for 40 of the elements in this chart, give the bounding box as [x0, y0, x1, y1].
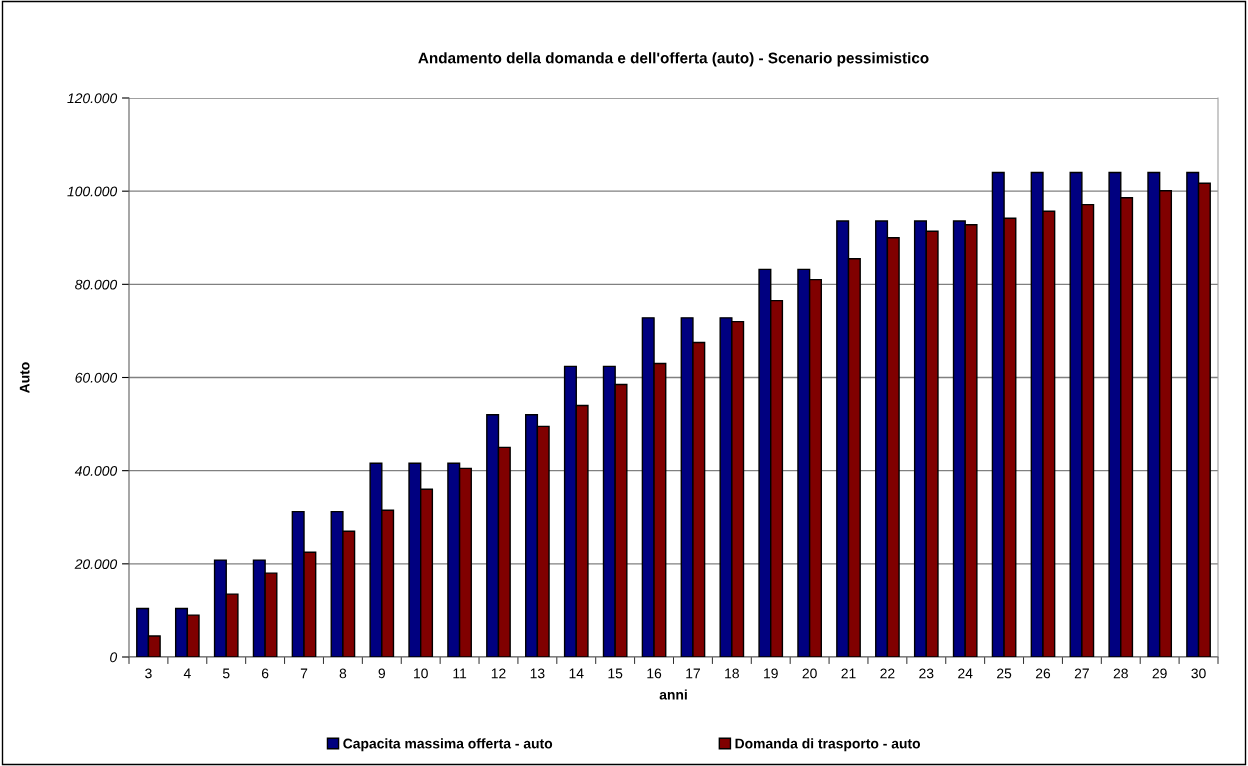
x-tick-label: 9	[378, 668, 386, 679]
x-tick-label: 19	[764, 668, 778, 679]
y-tick-label: 100.000	[67, 186, 118, 197]
x-tick-label: 21	[841, 668, 856, 679]
y-tick-label: 60.000	[75, 372, 118, 383]
legend-label: Domanda di trasporto - auto	[735, 738, 921, 752]
y-tick-label: 40.000	[74, 466, 118, 476]
x-tick-label: 23	[919, 668, 934, 679]
x-tick-label: 4	[183, 668, 191, 679]
x-tick-label: 16	[647, 668, 662, 679]
x-axis-title: anni	[659, 689, 687, 700]
y-tick-label: 0	[110, 652, 118, 663]
y-tick-label: 80.000	[75, 279, 118, 290]
x-tick-label: 12	[491, 668, 506, 679]
x-tick-label: 30	[1191, 668, 1206, 679]
y-axis-title: Auto	[19, 362, 30, 393]
x-tick-label: 10	[414, 668, 428, 679]
x-tick-label: 15	[608, 668, 623, 679]
x-tick-label: 25	[997, 668, 1012, 679]
x-tick-label: 18	[725, 668, 739, 679]
chart-title: Andamento della domanda e dell'offerta (auto) - Scenario pessimistico	[418, 52, 929, 67]
y-tick-label: 120.000	[67, 93, 118, 104]
x-tick-label: 26	[1035, 668, 1051, 679]
x-tick-label: 8	[339, 668, 347, 679]
x-tick-label: 29	[1152, 668, 1167, 679]
x-tick-label: 5	[222, 668, 230, 679]
legend-label: Capacita massima offerta - auto	[343, 738, 553, 752]
x-tick-label: 13	[530, 668, 545, 679]
x-tick-label: 3	[145, 668, 152, 679]
x-tick-label: 6	[261, 668, 269, 679]
x-tick-label: 28	[1113, 668, 1128, 679]
x-tick-label: 22	[880, 668, 895, 679]
y-tick-label: 20.000	[74, 559, 118, 569]
x-tick-label: 7	[300, 668, 308, 679]
x-tick-label: 27	[1074, 668, 1089, 679]
x-tick-label: 14	[569, 668, 584, 679]
x-tick-label: 20	[802, 668, 817, 679]
x-tick-label: 24	[958, 668, 973, 679]
x-tick-label: 11	[453, 668, 467, 679]
x-tick-label: 17	[686, 668, 700, 679]
